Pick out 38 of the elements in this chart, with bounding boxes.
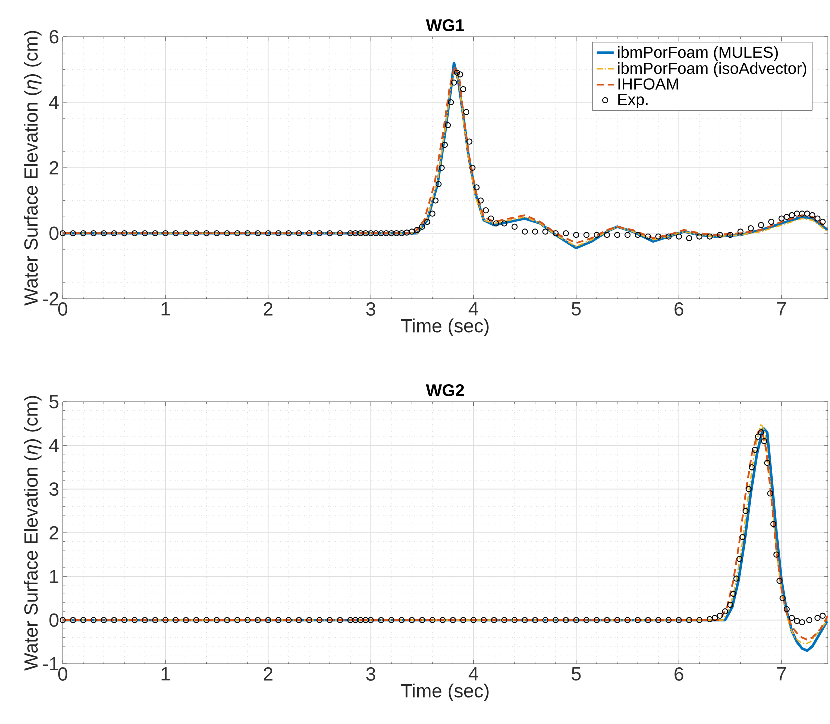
x-axis-title: Time (sec) bbox=[401, 318, 489, 337]
y-tick-label: 1 bbox=[50, 570, 59, 584]
x-tick-label: 5 bbox=[572, 302, 581, 316]
x-tick-label: 1 bbox=[162, 302, 170, 316]
y-tick-label: 2 bbox=[50, 526, 59, 540]
y-tick-label: 2 bbox=[50, 161, 59, 175]
y-axis-title: Water Surface Elevation (η) (cm) bbox=[24, 31, 42, 306]
x-tick-label: 2 bbox=[264, 302, 273, 316]
legend-label: ibmPorFoam (MULES) bbox=[618, 46, 778, 62]
y-tick-label: 4 bbox=[49, 96, 59, 110]
x-tick-label: 2 bbox=[264, 668, 273, 681]
legend-label: IHFOAM bbox=[618, 78, 678, 90]
x-tick-label: 0 bbox=[58, 668, 68, 681]
x-tick-label: 6 bbox=[674, 302, 684, 316]
x-tick-label: 6 bbox=[674, 668, 684, 681]
x-tick-label: 3 bbox=[366, 302, 376, 316]
y-tick-label: -2 bbox=[43, 292, 59, 306]
y-tick-label: -1 bbox=[43, 657, 59, 671]
x-tick-label: 4 bbox=[468, 668, 478, 681]
x-tick-label: 1 bbox=[162, 668, 170, 681]
y-tick-label: 4 bbox=[49, 439, 59, 452]
x-tick-label: 4 bbox=[468, 302, 478, 316]
y-tick-label: 3 bbox=[50, 482, 59, 496]
x-tick-label: 7 bbox=[777, 668, 786, 681]
legend-label: Exp. bbox=[618, 94, 648, 109]
chart-title: WG2 bbox=[426, 384, 464, 397]
chart-title: WG1 bbox=[426, 19, 464, 32]
x-tick-label: 5 bbox=[572, 668, 581, 681]
y-tick-label: 5 bbox=[50, 395, 59, 409]
y-tick-label: 0 bbox=[50, 614, 59, 628]
x-tick-label: 3 bbox=[366, 668, 376, 681]
x-tick-label: 0 bbox=[58, 302, 68, 316]
x-axis-title: Time (sec) bbox=[401, 684, 489, 702]
y-tick-label: 0 bbox=[50, 226, 59, 240]
y-axis-title: Water Surface Elevation (η) (cm) bbox=[24, 396, 42, 671]
y-tick-label: 6 bbox=[50, 30, 59, 44]
legend-label: ibmPorFoam (isoAdvector) bbox=[618, 62, 807, 78]
x-tick-label: 7 bbox=[777, 302, 786, 316]
